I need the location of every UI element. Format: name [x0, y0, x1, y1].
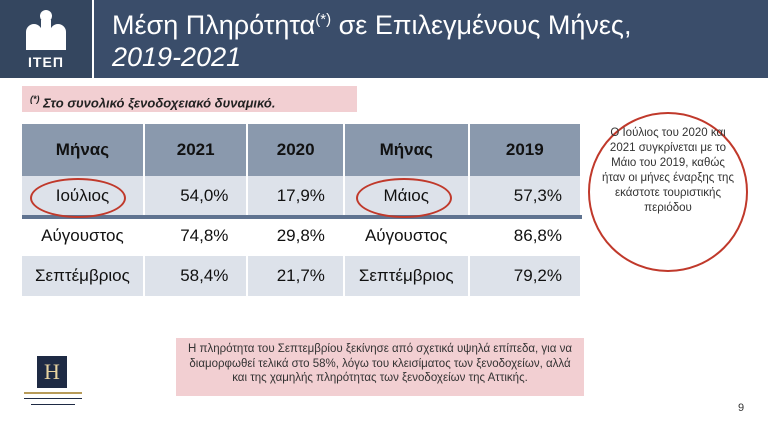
header-2019: 2019 — [468, 124, 583, 176]
itep-logo-icon — [26, 10, 66, 50]
cell-month: Σεπτέμβριος — [343, 256, 470, 296]
slide-header: ΙΤΕΠ Μέση Πληρότητα(*) σε Επιλεγμένους Μ… — [0, 0, 768, 78]
table-row: Αύγουστος 74,8% 29,8% Αύγουστος 86,8% — [22, 216, 583, 256]
itep-logo: ΙΤΕΠ — [0, 0, 92, 78]
cell-value: 74,8% — [143, 216, 249, 256]
cell-month: Αύγουστος — [22, 216, 145, 256]
header-month-1: Μήνας — [22, 124, 145, 176]
title-sup: (*) — [315, 11, 332, 28]
cell-value: 21,7% — [247, 256, 345, 296]
hotel-logo-line — [31, 404, 75, 405]
highlight-oval-july — [30, 178, 126, 218]
cell-value: 29,8% — [247, 216, 345, 256]
header-2021: 2021 — [143, 124, 249, 176]
hotel-logo-line — [24, 398, 82, 399]
hotel-logo-letter: H — [44, 359, 60, 384]
cell-value: 86,8% — [468, 216, 583, 256]
cell-value: 79,2% — [468, 256, 583, 296]
cell-value: 17,9% — [247, 176, 345, 216]
logo-text: ΙΤΕΠ — [28, 54, 64, 70]
hotel-logo-square: H — [37, 356, 67, 388]
header-2020: 2020 — [247, 124, 345, 176]
cell-value: 54,0% — [143, 176, 249, 216]
title-main: Μέση Πληρότητα — [112, 10, 316, 40]
summary-note: Η πληρότητα του Σεπτεμβρίου ξεκίνησε από… — [176, 338, 584, 396]
footnote-box: (*) Στο συνολικό ξενοδοχειακό δυναμικό. — [22, 86, 357, 112]
header-month-2: Μήνας — [343, 124, 470, 176]
footnote-text: Στο συνολικό ξενοδοχειακό δυναμικό. — [39, 95, 276, 111]
table-header-row: Μήνας 2021 2020 Μήνας 2019 — [22, 124, 583, 176]
hotel-logo-line — [24, 392, 82, 394]
title-rest: σε Επιλεγμένους Μήνες, — [331, 10, 632, 40]
page-number: 9 — [738, 402, 745, 414]
title-years: 2019-2021 — [112, 42, 242, 72]
circle-callout-text: Ο Ιούλιος του 2020 και 2021 συγκρίνεται … — [602, 127, 734, 214]
table-separator — [22, 215, 582, 219]
header-divider — [92, 0, 94, 78]
cell-value: 58,4% — [143, 256, 249, 296]
highlight-oval-may — [356, 178, 452, 218]
cell-value: 57,3% — [468, 176, 583, 216]
circle-callout — [588, 112, 748, 272]
cell-month: Αύγουστος — [343, 216, 470, 256]
table-row: Σεπτέμβριος 58,4% 21,7% Σεπτέμβριος 79,2… — [22, 256, 583, 296]
hotel-association-logo: H — [22, 356, 84, 412]
footnote-sup: (*) — [30, 94, 40, 104]
slide-title: Μέση Πληρότητα(*) σε Επιλεγμένους Μήνες,… — [112, 4, 631, 73]
cell-month: Σεπτέμβριος — [22, 256, 145, 296]
occupancy-table: Μήνας 2021 2020 Μήνας 2019 Ιούλιος 54,0%… — [22, 124, 583, 296]
